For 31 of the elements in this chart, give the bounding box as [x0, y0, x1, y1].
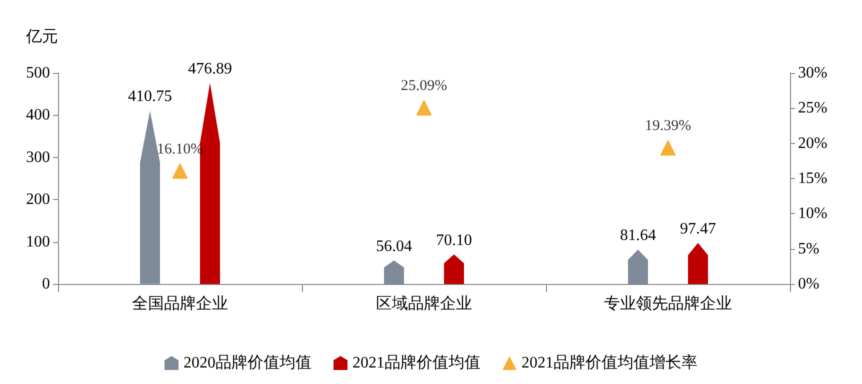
data-label: 97.47 — [680, 220, 716, 238]
y-tick-label: 500 — [26, 64, 50, 82]
y2-tick-label: 5% — [798, 240, 820, 258]
y2-tick-label: 30% — [798, 64, 828, 82]
x-tick-label: 全国品牌企业 — [132, 294, 228, 312]
data-label: 410.75 — [128, 88, 172, 106]
point — [660, 140, 676, 156]
point — [172, 162, 188, 179]
y2-tick-label: 20% — [798, 134, 828, 152]
data-label: 19.39% — [644, 118, 692, 134]
y2-tick-label: 25% — [798, 100, 828, 117]
y-tick-label: 400 — [26, 106, 50, 124]
x-tick-label: 区域品牌企业 — [376, 294, 472, 312]
point — [416, 100, 432, 116]
data-label: 56.04 — [376, 238, 412, 255]
x-tick-label: 专业领先品牌企业 — [604, 294, 732, 312]
y2-tick-label: 10% — [798, 205, 828, 222]
data-label: 25.09% — [400, 78, 448, 94]
legend-label: 2021品牌价值均值增长率 — [522, 354, 698, 372]
y-tick-label: 0 — [42, 276, 50, 292]
y-tick-label: 200 — [26, 191, 50, 208]
legend-label: 2021品牌价值均值 — [352, 354, 480, 372]
data-label: 70.10 — [436, 232, 472, 249]
y-tick-label: 100 — [26, 233, 50, 250]
y2-tick-label: 15% — [798, 170, 828, 187]
data-label: 476.89 — [188, 60, 232, 78]
legend-label: 2020品牌价值均值 — [184, 354, 312, 372]
y2-tick-label: 0% — [798, 276, 820, 292]
y-axis-title: 亿元 — [25, 28, 58, 46]
y-tick-label: 300 — [26, 148, 50, 166]
data-label: 81.64 — [620, 227, 656, 244]
